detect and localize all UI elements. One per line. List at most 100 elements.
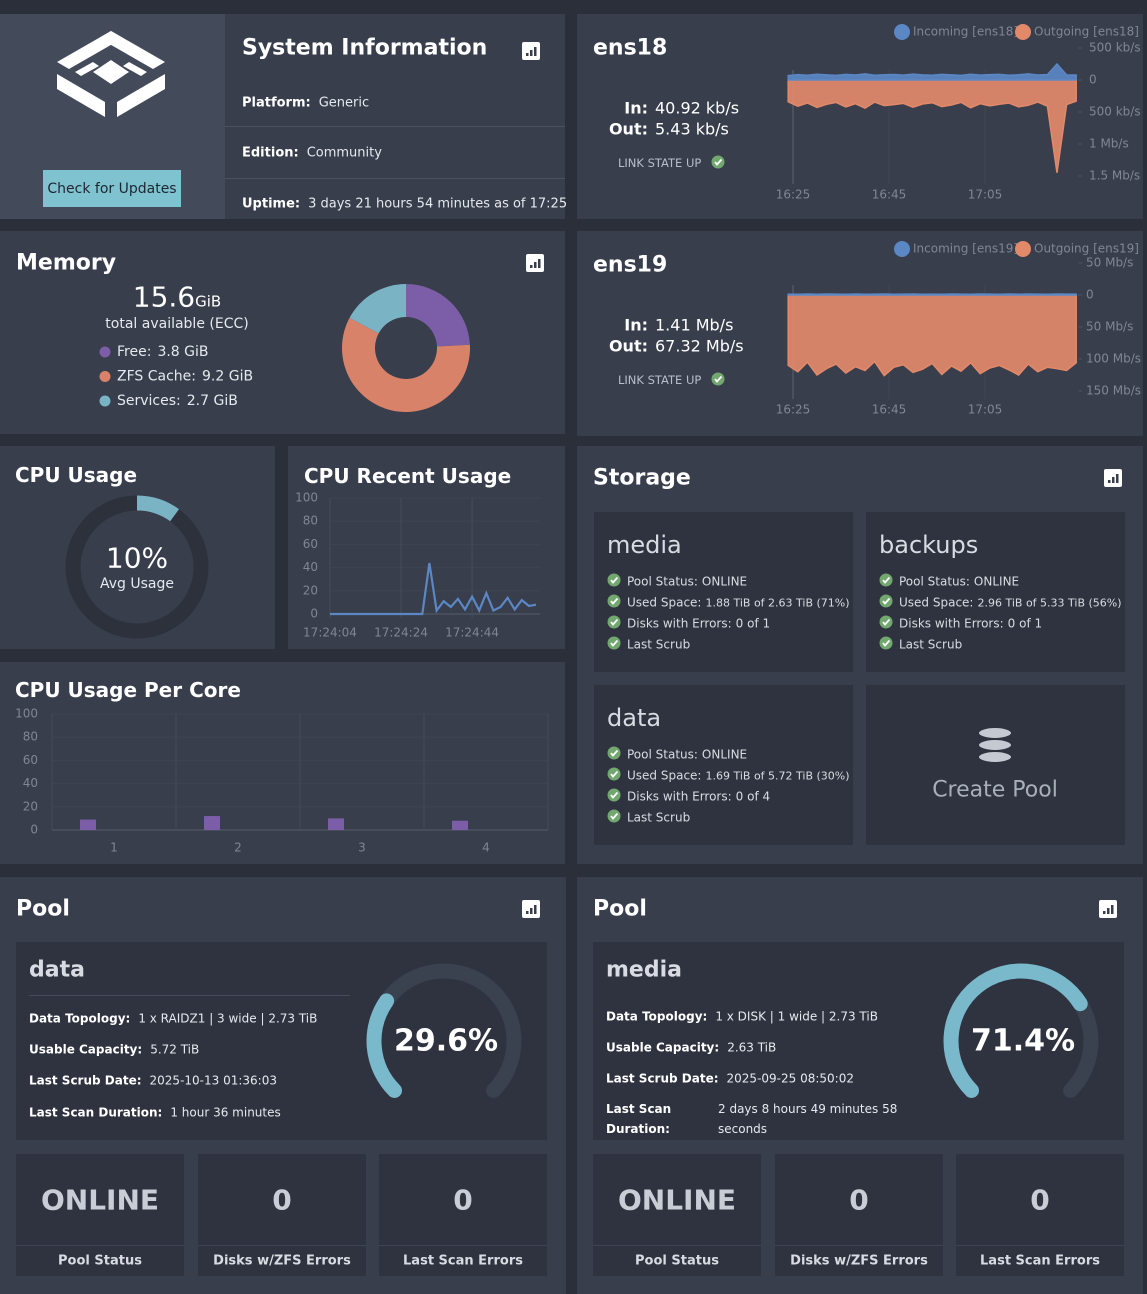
pool-panel	[594, 685, 853, 845]
value: Community	[306, 145, 382, 161]
value: 1.69 TiB of 5.72 TiB (30%)	[705, 769, 850, 783]
label: Last Scrub Date:	[29, 1073, 142, 1088]
memory-total: 15.6GiB	[133, 281, 221, 314]
button[interactable]: Check for Updates	[43, 170, 181, 207]
row: Used Space: 1.69 TiB of 5.72 TiB (30%)	[627, 765, 850, 784]
value: 2.96 TiB of 5.33 TiB (56%)	[977, 596, 1122, 610]
value: 5.43 kb/s	[655, 119, 729, 139]
separator	[29, 995, 350, 996]
value: 2025-09-25 08:50:02	[726, 1071, 854, 1086]
value: 67.32 Mb/s	[655, 336, 744, 356]
card-title: CPU Recent Usage	[304, 464, 512, 488]
card-title: CPU Usage	[15, 463, 138, 487]
tile	[379, 1154, 547, 1276]
row: Usable Capacity: 5.72 TiB	[29, 1039, 199, 1058]
pool-panel	[866, 512, 1125, 672]
tile	[775, 1154, 943, 1276]
row: Last Scan Duration: 2 days 8 hours 49 min…	[606, 1099, 898, 1139]
label: Out:	[608, 336, 648, 356]
label: Data Topology:	[606, 1009, 708, 1024]
label: Platform:	[242, 95, 311, 111]
label: Last Scrub	[627, 810, 691, 825]
card	[0, 231, 565, 434]
pool-name: data	[607, 704, 662, 732]
value: ONLINE	[973, 574, 1020, 589]
gauge-label: 71.4%	[970, 1023, 1076, 1059]
memory-caption: total available (ECC)	[105, 316, 249, 332]
value: 0 of 1	[1007, 616, 1043, 631]
row: Platform: Generic	[242, 92, 369, 111]
label: Last Scan Duration:	[29, 1105, 163, 1120]
tile-caption: Last Scan Errors	[403, 1253, 523, 1269]
tile-divider	[956, 1245, 1124, 1246]
tile-value: 0	[453, 1183, 473, 1217]
tile-divider	[593, 1245, 761, 1246]
pool-name: media	[606, 957, 682, 983]
label: Disks with Errors:	[627, 789, 732, 804]
value: 40.92 kb/s	[655, 98, 740, 118]
row: Disks with Errors: 0 of 1	[899, 613, 1042, 632]
total-value: 15.6	[132, 280, 196, 314]
value: 2 days 8 hours 49 minutes 58 seconds	[718, 1102, 898, 1136]
value: 1 x DISK | 1 wide | 2.73 TiB	[715, 1009, 878, 1024]
row: Out: 67.32 Mb/s	[588, 337, 744, 356]
tile	[956, 1154, 1124, 1276]
tile	[198, 1154, 366, 1276]
value: ONLINE	[701, 747, 748, 762]
value: ONLINE	[701, 574, 748, 589]
tile-divider	[379, 1245, 547, 1246]
row: Last Scrub	[627, 807, 690, 826]
card-title: Pool	[593, 896, 647, 922]
label: Last Scrub	[627, 637, 691, 652]
value: 1 hour 36 minutes	[170, 1105, 281, 1120]
separator	[225, 178, 565, 179]
tile-caption: Pool Status	[635, 1253, 719, 1269]
value: 1 x RAIDZ1 | 3 wide | 2.73 TiB	[138, 1011, 318, 1026]
row: Edition: Community	[242, 142, 382, 161]
row: Out: 5.43 kb/s	[588, 120, 729, 139]
tile-caption: Disks w/ZFS Errors	[790, 1253, 928, 1269]
label: Disks with Errors:	[899, 616, 1004, 631]
tile-divider	[198, 1245, 366, 1246]
pool-name: backups	[879, 531, 979, 559]
label: In:	[624, 98, 648, 118]
label: Usable Capacity:	[29, 1042, 143, 1057]
label: Usable Capacity:	[606, 1040, 720, 1055]
value: 1.41 Mb/s	[655, 315, 734, 335]
label: In:	[624, 315, 648, 335]
card-title: System Information	[242, 35, 488, 61]
value: Generic	[318, 95, 370, 111]
row: Pool Status: ONLINE	[627, 744, 747, 763]
card-title: Memory	[16, 250, 117, 276]
tile	[593, 1154, 761, 1276]
label: Edition:	[242, 145, 299, 161]
pool-name: media	[607, 531, 682, 559]
row: Uptime: 3 days 21 hours 54 minutes as of …	[242, 193, 567, 212]
label: Last Scan Duration:	[606, 1102, 672, 1136]
tile-divider	[16, 1245, 184, 1246]
tile-value: 0	[272, 1183, 292, 1217]
label: Used Space:	[899, 595, 974, 610]
value: 0 of 4	[735, 789, 771, 804]
card-title: ens19	[593, 252, 668, 278]
pool-name: data	[29, 957, 85, 983]
card-title: Pool	[16, 896, 70, 922]
label: Last Scrub Date:	[606, 1071, 719, 1086]
tile-value: 0	[1030, 1183, 1050, 1217]
label: Out:	[608, 119, 648, 139]
label: Pool Status:	[627, 747, 698, 762]
row: Last Scan Duration: 1 hour 36 minutes	[29, 1102, 281, 1121]
label: Disks with Errors:	[627, 616, 732, 631]
create-pool[interactable]	[866, 685, 1125, 845]
separator	[225, 126, 565, 127]
tile-divider	[775, 1245, 943, 1246]
card-title: Storage	[593, 465, 691, 491]
value: 3 days 21 hours 54 minutes as of 17:25	[308, 196, 568, 212]
row: Pool Status: ONLINE	[627, 571, 747, 590]
row: Disks with Errors: 0 of 4	[627, 786, 770, 805]
total-unit: GiB	[195, 292, 222, 311]
row: Data Topology: 1 x RAIDZ1 | 3 wide | 2.73…	[29, 1008, 317, 1027]
row: Disks with Errors: 0 of 1	[627, 613, 770, 632]
tile-caption: Disks w/ZFS Errors	[213, 1253, 351, 1269]
